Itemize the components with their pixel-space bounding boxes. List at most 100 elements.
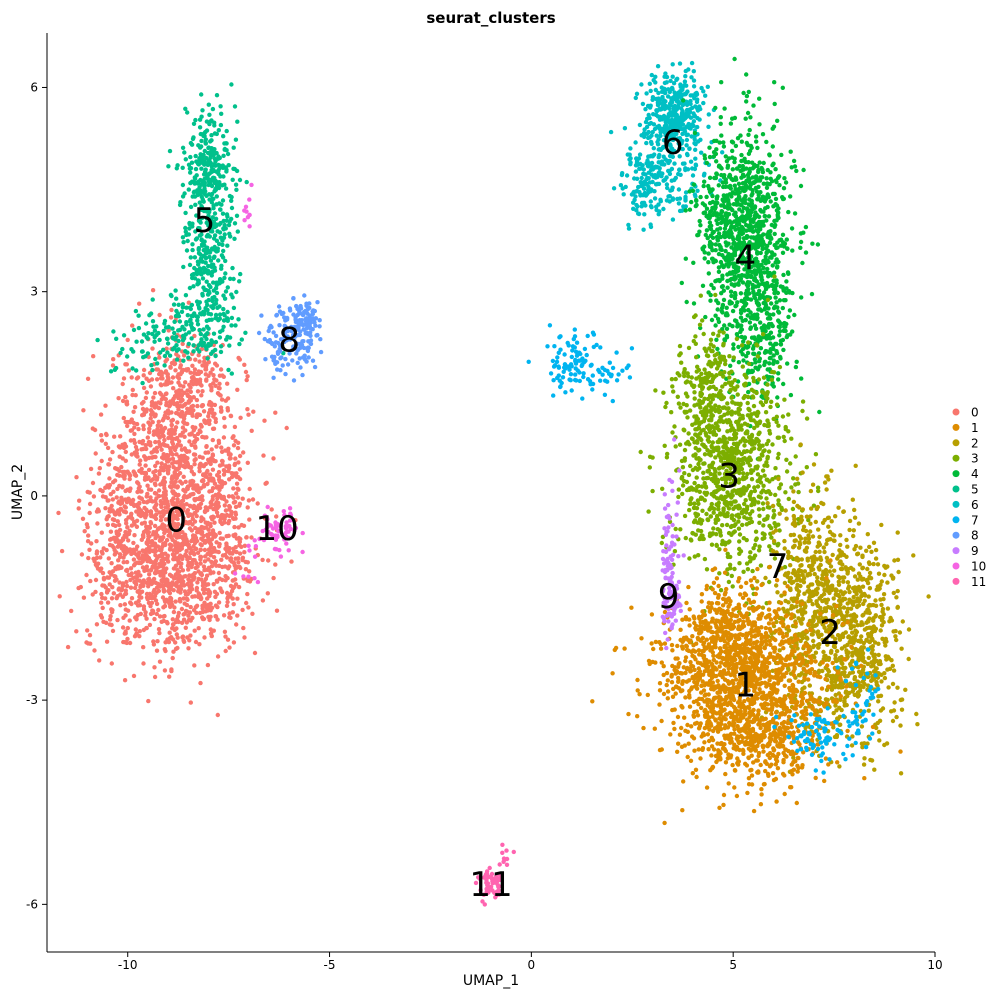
cell-point	[741, 90, 746, 96]
cell-point	[310, 316, 316, 321]
cell-point	[210, 295, 215, 301]
cell-point	[157, 390, 163, 396]
cell-point	[275, 521, 280, 527]
cell-point	[76, 506, 81, 511]
cell-point	[270, 526, 276, 531]
cell-point	[148, 509, 154, 514]
cell-point	[115, 508, 121, 513]
cell-point	[216, 385, 222, 391]
cell-point	[644, 124, 650, 130]
cell-point	[148, 611, 154, 617]
cell-point	[119, 588, 124, 593]
cell-point	[293, 317, 298, 322]
cell-point	[123, 510, 129, 515]
cell-point	[654, 133, 659, 138]
cell-point	[700, 283, 706, 288]
cell-point	[215, 712, 220, 718]
cell-point	[188, 410, 193, 415]
cell-point	[247, 224, 252, 229]
cell-point	[222, 147, 227, 152]
cell-point	[237, 453, 243, 459]
cell-point	[123, 488, 128, 494]
cell-point	[653, 74, 658, 80]
cell-point	[246, 412, 251, 417]
cell-point	[224, 603, 230, 608]
cell-point	[229, 205, 235, 211]
cell-point	[132, 533, 137, 538]
cell-point	[669, 178, 674, 183]
cell-point	[201, 265, 206, 271]
cell-point	[154, 512, 159, 517]
cell-point	[799, 295, 804, 300]
cell-point	[780, 250, 786, 255]
cell-point	[161, 567, 166, 573]
cell-point	[127, 420, 133, 425]
cell-point	[688, 101, 693, 107]
cell-point	[223, 648, 228, 654]
cell-point	[154, 332, 159, 338]
cell-point	[185, 456, 190, 461]
cell-point	[223, 634, 228, 639]
cell-point	[683, 166, 688, 171]
cell-point	[647, 121, 652, 127]
cell-point	[180, 425, 186, 430]
cell-point	[701, 89, 706, 94]
cell-point	[226, 222, 232, 228]
cell-point	[169, 307, 174, 313]
cell-point	[792, 211, 798, 216]
cell-point	[187, 519, 193, 525]
cell-point	[202, 587, 207, 592]
cell-point	[246, 543, 251, 548]
cell-point	[160, 584, 166, 589]
cell-point	[147, 539, 152, 545]
cell-point	[135, 589, 140, 594]
cell-point	[237, 539, 242, 544]
cell-point	[168, 315, 174, 320]
cell-point	[198, 542, 203, 547]
cell-point	[170, 347, 175, 352]
cell-point	[249, 428, 254, 433]
cell-point	[145, 483, 150, 488]
cell-point	[190, 313, 196, 319]
cell-point	[193, 229, 198, 234]
cell-point	[773, 167, 778, 172]
cell-point	[152, 328, 158, 333]
cell-point	[705, 235, 710, 241]
cell-point	[757, 96, 762, 101]
cell-point	[147, 622, 153, 628]
cell-point	[753, 134, 759, 139]
cell-point	[208, 608, 213, 613]
cell-point	[641, 171, 646, 176]
cell-point	[232, 524, 237, 530]
cell-point	[129, 428, 135, 433]
cell-point	[149, 377, 155, 382]
cell-point	[157, 614, 163, 619]
cell-point	[202, 148, 207, 154]
cell-point	[227, 231, 232, 236]
cell-point	[799, 376, 804, 381]
cell-point	[208, 284, 213, 290]
cell-point	[678, 84, 683, 90]
cell-point	[203, 505, 209, 510]
cell-point	[207, 197, 212, 202]
cell-point	[200, 538, 206, 543]
cell-point	[216, 440, 222, 446]
cell-point	[159, 578, 164, 583]
cell-point	[134, 617, 139, 622]
cell-point	[59, 548, 65, 554]
cell-point	[794, 168, 799, 174]
cell-point	[273, 361, 278, 366]
cell-point	[761, 258, 766, 264]
cell-point	[99, 566, 104, 571]
cell-point	[736, 194, 742, 199]
cell-point	[161, 456, 166, 461]
cell-point	[245, 460, 250, 465]
cell-point	[233, 510, 238, 515]
cell-point	[641, 227, 646, 232]
cell-point	[208, 456, 214, 461]
cluster-10-points	[232, 182, 305, 585]
cell-point	[207, 407, 213, 412]
cell-point	[197, 349, 202, 354]
cell-point	[743, 194, 748, 199]
cell-point	[712, 175, 717, 181]
